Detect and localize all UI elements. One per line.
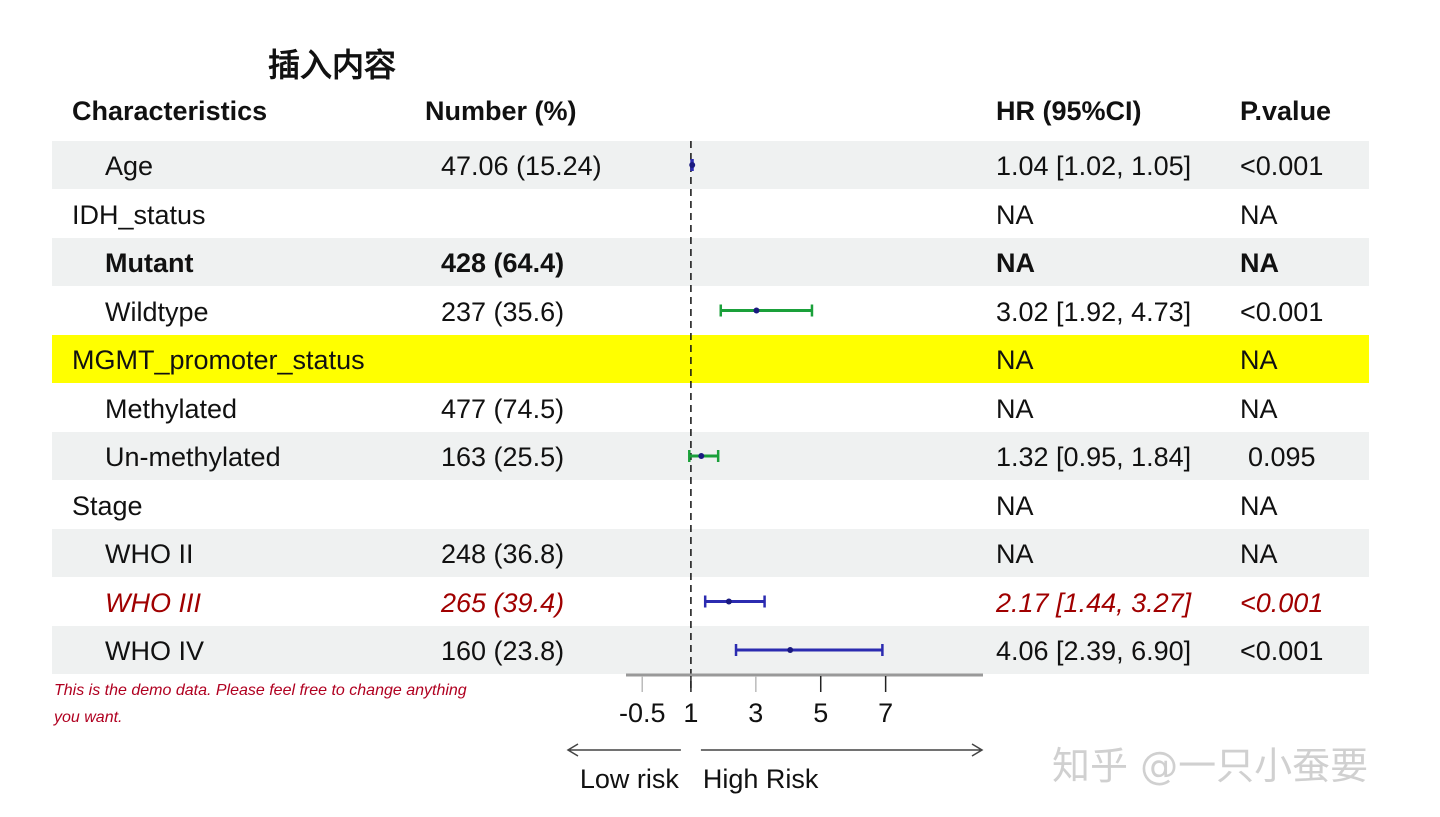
row-pvalue: NA <box>1240 199 1278 230</box>
x-tick-label: 7 <box>878 698 893 728</box>
table-row: Mutant 428 (64.4) NA NA <box>52 238 1369 286</box>
table-row: Methylated 477 (74.5) NA NA <box>52 384 1369 432</box>
row-pvalue: <0.001 <box>1240 587 1324 618</box>
table-row: WHO II 248 (36.8) NA NA <box>52 529 1369 577</box>
low-risk-label: Low risk <box>580 764 680 794</box>
row-pvalue: <0.001 <box>1240 296 1324 327</box>
low-risk-arrow <box>566 743 681 757</box>
header-number: Number (%) <box>425 96 577 126</box>
row-label: Stage <box>72 490 143 521</box>
table-row: WHO IV 160 (23.8) 4.06 [2.39, 6.90] <0.001 <box>52 626 1369 674</box>
point-estimate <box>725 598 732 605</box>
table-row: Wildtype 237 (35.6) 3.02 [1.92, 4.73] <0.00… <box>52 287 1369 335</box>
row-number: 47.06 (15.24) <box>441 151 602 181</box>
row-label: IDH_status <box>72 199 206 230</box>
table-row: IDH_status NA NA <box>52 190 1369 238</box>
table-row: Stage NA NA <box>52 481 1369 529</box>
header-characteristics: Characteristics <box>72 96 268 126</box>
row-label: Age <box>105 151 154 181</box>
row-hr: NA <box>996 490 1034 521</box>
row-pvalue: 0.095 <box>1248 442 1316 472</box>
row-number: 477 (74.5) <box>441 393 565 424</box>
row-label: Wildtype <box>105 296 209 327</box>
high-risk-arrow <box>700 743 984 757</box>
row-hr: NA <box>996 199 1034 230</box>
row-hr: NA <box>996 345 1034 375</box>
row-label: WHO II <box>105 539 194 569</box>
point-estimate <box>787 647 794 653</box>
point-estimate <box>689 162 696 168</box>
row-pvalue: <0.001 <box>1240 636 1324 666</box>
point-estimate <box>698 453 705 459</box>
x-tick-label: 1 <box>683 698 698 728</box>
row-hr: 3.02 [1.92, 4.73] <box>996 296 1192 327</box>
row-number: 163 (25.5) <box>441 442 565 472</box>
x-tick-label: 5 <box>813 698 828 728</box>
header-pvalue: P.value <box>1240 96 1332 126</box>
row-number: 160 (23.8) <box>441 636 565 666</box>
row-label: Mutant <box>105 248 194 278</box>
row-hr: 1.32 [0.95, 1.84] <box>996 442 1192 472</box>
x-tick-label: -0.5 <box>619 698 666 728</box>
point-estimate <box>753 307 760 314</box>
row-hr: NA <box>996 248 1035 278</box>
table-row: MGMT_promoter_status NA NA <box>52 335 1369 383</box>
row-pvalue: NA <box>1240 345 1278 375</box>
row-pvalue: NA <box>1240 248 1279 278</box>
header-hr: HR (95%CI) <box>996 96 1142 126</box>
row-pvalue: <0.001 <box>1240 151 1324 181</box>
row-label: Un-methylated <box>105 442 281 472</box>
row-label: WHO IV <box>105 636 204 666</box>
table-row: WHO III 265 (39.4) 2.17 [1.44, 3.27] <0.001 <box>52 578 1369 626</box>
plot-title: 插入内容 <box>268 46 397 84</box>
row-number: 428 (64.4) <box>441 248 565 278</box>
row-hr: 1.04 [1.02, 1.05] <box>996 151 1192 181</box>
row-hr: 2.17 [1.44, 3.27] <box>996 587 1192 618</box>
row-pvalue: NA <box>1240 539 1278 569</box>
row-pvalue: NA <box>1240 490 1278 521</box>
table-row: Age 47.06 (15.24) 1.04 [1.02, 1.05] <0.001 <box>52 141 1369 189</box>
watermark: 知乎 @一只小蚕要 <box>1052 744 1369 788</box>
row-label: WHO III <box>105 587 201 618</box>
x-tick-label: 3 <box>748 698 763 728</box>
row-number: 265 (39.4) <box>441 587 565 618</box>
row-label: MGMT_promoter_status <box>72 345 365 375</box>
row-hr: NA <box>996 539 1034 569</box>
demo-note: This is the demo data. Please feel free … <box>54 682 467 726</box>
row-number: 237 (35.6) <box>441 296 565 327</box>
row-hr: 4.06 [2.39, 6.90] <box>996 636 1192 666</box>
row-label: Methylated <box>105 393 238 424</box>
row-pvalue: NA <box>1240 393 1278 424</box>
row-hr: NA <box>996 393 1034 424</box>
row-number: 248 (36.8) <box>441 539 565 569</box>
high-risk-label: High Risk <box>703 764 819 794</box>
